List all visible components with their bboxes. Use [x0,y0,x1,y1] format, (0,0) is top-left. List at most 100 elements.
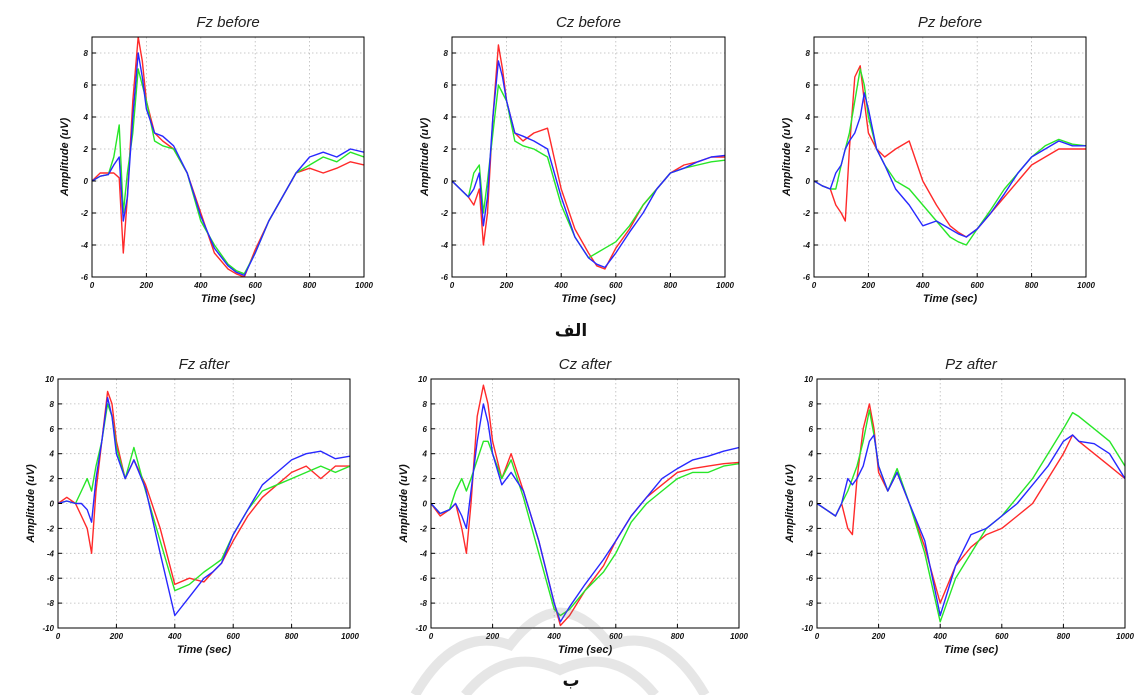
y-tick-label: 2 [83,145,89,154]
y-tick-label: -6 [47,574,55,583]
y-tick-label: 0 [806,177,811,186]
x-tick-label: 1000 [1077,281,1095,290]
series-line-2 [431,440,739,617]
y-axis-label: Amplitude (uV) [59,118,71,198]
y-tick-label: 0 [50,500,55,509]
y-tick-label: 6 [806,81,811,90]
x-axis-label: Time (sec) [923,293,978,305]
y-axis-label: Amplitude (uV) [398,464,410,544]
x-tick-label: 400 [915,281,930,290]
y-tick-label: -10 [42,624,54,633]
x-axis-label: Time (sec) [177,644,232,656]
x-tick-label: 400 [547,632,562,641]
y-tick-label: 2 [422,475,428,484]
y-tick-label: -4 [441,241,449,250]
y-tick-label: 6 [444,81,449,90]
y-tick-label: 0 [423,500,428,509]
y-tick-label: 10 [45,375,54,384]
x-tick-label: 0 [812,281,817,290]
chart-title: Cz after [559,356,613,373]
plot-frame [813,36,1087,278]
plot-frame [451,36,726,278]
x-tick-label: 1000 [730,632,748,641]
y-tick-label: -6 [441,273,449,282]
x-tick-label: 800 [1025,281,1039,290]
plot-frame [91,36,365,278]
y-tick-label: -8 [420,599,428,608]
y-tick-label: -6 [806,574,814,583]
x-tick-label: 800 [303,281,317,290]
x-tick-label: 200 [139,281,154,290]
x-tick-label: 200 [109,632,124,641]
y-tick-label: -2 [81,209,89,218]
y-tick-label: -4 [47,549,55,558]
x-tick-label: 600 [249,281,263,290]
x-tick-label: 400 [554,281,569,290]
watermark-logo [410,607,710,695]
y-tick-label: 6 [84,81,89,90]
y-tick-label: 0 [809,500,814,509]
chart-fz-after: 0 200 400 600 800 1000 -10 -8 -6 -4 -2 0 2 4 6 8 10 Fz af… [25,356,359,656]
chart-cz-after: 0 200 400 600 800 1000 -10 -8 -6 -4 -2 0 2 4 6 8 10 Cz af… [398,356,748,656]
y-tick-label: 8 [50,400,55,409]
y-tick-label: -4 [806,549,814,558]
chart-title: Fz after [179,356,231,373]
x-tick-label: 200 [861,281,876,290]
y-tick-label: -10 [415,624,427,633]
x-tick-label: 600 [971,281,985,290]
y-tick-label: -4 [803,241,811,250]
panel-label-b: ب [562,671,579,691]
y-tick-label: -6 [803,273,811,282]
y-tick-label: -2 [806,524,814,533]
x-tick-label: 1000 [716,281,734,290]
y-axis-label: Amplitude (uV) [781,118,793,198]
y-tick-label: 2 [443,145,449,154]
y-tick-label: 6 [809,425,814,434]
series-line-3 [814,92,1086,238]
x-tick-label: 1000 [1116,632,1134,641]
y-tick-label: 8 [84,49,89,58]
x-tick-label: 800 [671,632,685,641]
chart-title: Pz before [918,14,982,31]
x-tick-label: 0 [429,632,434,641]
x-tick-label: 200 [871,632,886,641]
chart-title: Pz after [945,356,998,373]
y-tick-label: -8 [47,599,55,608]
chart-title: Cz before [556,14,621,31]
y-tick-label: 2 [805,145,811,154]
chart-cz-before: 0 200 400 600 800 1000 -6 -4 -2 0 2 4 6 8 Cz before Tim… [419,14,734,305]
x-tick-label: 1000 [355,281,373,290]
y-tick-label: -2 [420,524,428,533]
y-tick-label: 4 [49,450,55,459]
y-axis-label: Amplitude (uV) [784,464,796,544]
x-tick-label: 800 [285,632,299,641]
x-tick-label: 800 [664,281,678,290]
chart-pz-before: 0 200 400 600 800 1000 -6 -4 -2 0 2 4 6 8 Pz before Tim… [781,14,1095,305]
series-line-2 [58,403,350,592]
y-tick-label: -2 [803,209,811,218]
x-tick-label: 600 [995,632,1009,641]
x-tick-label: 0 [815,632,820,641]
series-line-1 [814,65,1086,238]
series-line-1 [817,403,1125,604]
y-tick-label: 8 [423,400,428,409]
y-tick-label: -6 [81,273,89,282]
y-tick-label: 8 [806,49,811,58]
y-tick-label: -4 [420,549,428,558]
y-tick-label: 8 [444,49,449,58]
x-tick-label: 1000 [341,632,359,641]
x-tick-label: 0 [450,281,455,290]
chart-pz-after: 0 200 400 600 800 1000 -10 -8 -6 -4 -2 0 2 4 6 8 10 Pz af… [784,356,1134,656]
panel-label-a: الف [555,321,587,341]
x-axis-label: Time (sec) [561,293,616,305]
y-tick-label: -4 [81,241,89,250]
x-tick-label: 400 [193,281,208,290]
x-tick-label: 0 [56,632,61,641]
x-axis-label: Time (sec) [558,644,613,656]
y-tick-label: 4 [83,113,89,122]
y-tick-label: 0 [84,177,89,186]
x-tick-label: 0 [90,281,95,290]
y-tick-label: 4 [443,113,449,122]
chart-fz-before: 0 200 400 600 800 1000 -6 -4 -2 0 2 4 6 8 Fz before Tim… [59,14,373,305]
